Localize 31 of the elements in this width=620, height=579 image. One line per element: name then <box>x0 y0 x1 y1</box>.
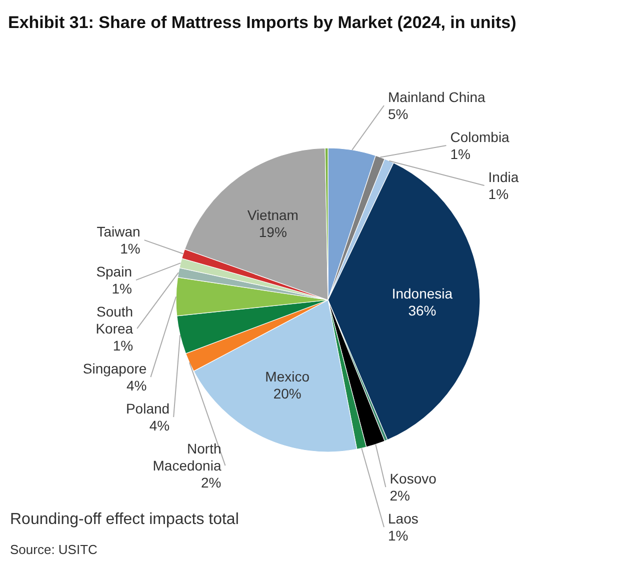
chart-title: Exhibit 31: Share of Mattress Imports by Market (2024, in units) <box>8 13 516 32</box>
slice-label: Kosovo <box>390 470 437 487</box>
data-label: 4% <box>149 418 170 434</box>
slice-label: North Macedonia <box>152 440 222 474</box>
data-label: 5% <box>388 106 408 122</box>
slice-label: Taiwan <box>96 224 140 240</box>
slice-label: South Korea <box>96 304 134 337</box>
data-label: 1% <box>120 240 140 257</box>
data-label: 1% <box>488 186 509 202</box>
data-label: 1% <box>112 338 134 354</box>
data-label: 20% <box>273 386 302 402</box>
slice-label: Indonesia <box>392 286 453 302</box>
slice-label: Singapore <box>82 360 147 377</box>
data-label: 36% <box>408 302 436 319</box>
data-label: 1% <box>450 146 470 162</box>
slice-label: Colombia <box>450 128 510 145</box>
text: Rounding-off effect impacts total <box>10 511 239 528</box>
slice-label: Spain <box>96 264 132 280</box>
slice-label: Mexico <box>265 368 310 385</box>
data-label: 19% <box>258 224 287 240</box>
data-label: 1% <box>388 528 408 544</box>
slice-label: Laos <box>388 510 418 527</box>
slice-label: Mainland China <box>388 88 486 105</box>
source-note: Source: USITC <box>10 542 98 557</box>
data-label: 4% <box>126 378 147 394</box>
data-label: 2% <box>390 488 410 504</box>
slice-label: Poland <box>126 400 170 417</box>
slice-label: India <box>488 168 519 185</box>
data-label: 1% <box>112 280 132 297</box>
data-label: 2% <box>201 474 222 491</box>
slice-label: Vietnam <box>247 207 298 224</box>
